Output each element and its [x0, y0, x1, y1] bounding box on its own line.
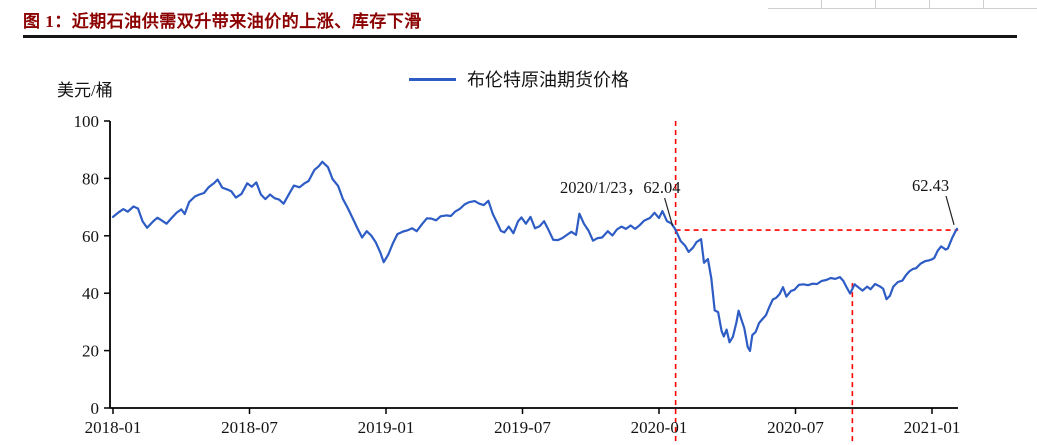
annotation-leader-1 [664, 197, 674, 227]
x-tick-label: 2020-07 [767, 418, 824, 437]
y-tick-label: 40 [82, 284, 99, 303]
annotation-label-1: 2020/1/23，62.04 [560, 178, 681, 197]
annotation-leader-2 [945, 195, 955, 225]
y-tick-label: 100 [74, 112, 100, 131]
y-axis-unit-label: 美元/桶 [57, 81, 113, 100]
y-tick-label: 0 [91, 399, 100, 418]
chart-legend: 布伦特原油期货价格 [409, 66, 629, 92]
artifact-divider [875, 0, 929, 8]
artifact-divider [983, 0, 1037, 8]
y-tick-label: 80 [82, 169, 99, 188]
x-tick-label: 2019-01 [358, 418, 415, 437]
table-edge-artifact [768, 0, 1037, 9]
annotation-label-2: 62.43 [912, 176, 949, 195]
x-tick-label: 2020-01 [631, 418, 688, 437]
price-line [111, 160, 959, 352]
y-tick-label: 60 [82, 227, 99, 246]
x-tick-label: 2021-01 [904, 418, 961, 437]
x-tick-label: 2019-07 [494, 418, 551, 437]
artifact-divider [929, 0, 983, 8]
y-tick-label: 20 [82, 342, 99, 361]
artifact-divider [821, 0, 875, 8]
x-tick-label: 2018-07 [221, 418, 278, 437]
legend-label: 布伦特原油期货价格 [467, 70, 629, 90]
x-tick-label: 2018-01 [85, 418, 142, 437]
legend-line-swatch [409, 77, 456, 81]
title-divider-rule [23, 35, 1017, 38]
figure-title: 图 1：近期石油供需双升带来油价的上涨、库存下滑 [23, 12, 422, 31]
